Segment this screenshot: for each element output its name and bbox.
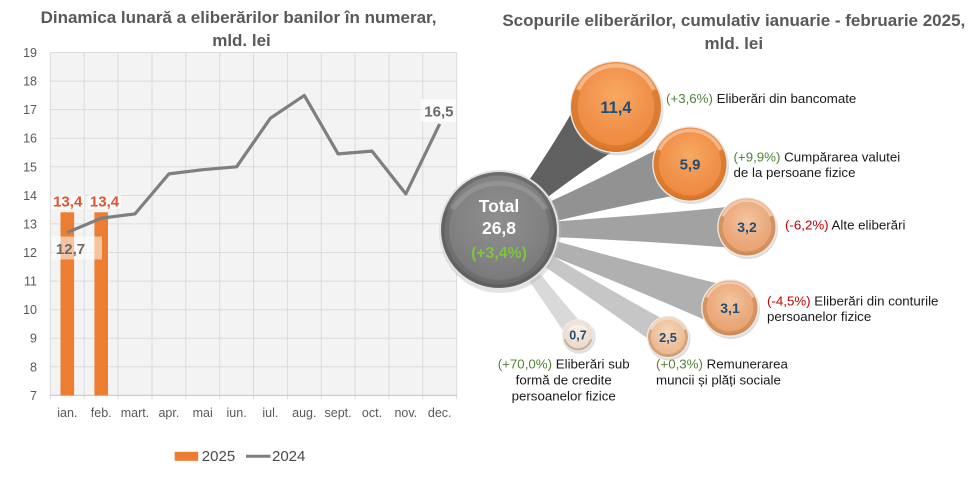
svg-text:mld. lei: mld. lei — [212, 31, 271, 50]
svg-text:ian.: ian. — [57, 406, 77, 420]
svg-text:3,1: 3,1 — [720, 300, 740, 316]
svg-text:(+0,3%) Remunerarea: (+0,3%) Remunerarea — [656, 357, 789, 372]
svg-text:9: 9 — [30, 332, 37, 346]
svg-text:mld. lei: mld. lei — [705, 34, 764, 53]
svg-text:iun.: iun. — [227, 406, 247, 420]
svg-text:persoanelor fizice: persoanelor fizice — [512, 389, 616, 404]
svg-text:de la persoane fizice: de la persoane fizice — [734, 165, 856, 180]
svg-text:16: 16 — [23, 132, 37, 146]
svg-text:11: 11 — [24, 275, 37, 289]
svg-text:(-4,5%) Eliberări din conturil: (-4,5%) Eliberări din conturile — [767, 294, 938, 309]
svg-text:16,5: 16,5 — [424, 104, 453, 121]
svg-text:sept.: sept. — [325, 406, 352, 420]
svg-text:Dinamica lunară a eliberărilor: Dinamica lunară a eliberărilor banilor î… — [41, 8, 437, 27]
svg-text:14: 14 — [23, 189, 37, 203]
svg-text:(+9,9%) Cumpărarea valutei: (+9,9%) Cumpărarea valutei — [734, 150, 901, 165]
svg-text:7: 7 — [30, 389, 37, 403]
svg-text:feb.: feb. — [91, 406, 112, 420]
svg-text:5,9: 5,9 — [680, 157, 701, 174]
svg-text:12: 12 — [23, 246, 37, 260]
svg-text:13,4: 13,4 — [53, 194, 83, 211]
svg-text:15: 15 — [23, 160, 37, 174]
svg-text:nov.: nov. — [394, 406, 417, 420]
svg-text:11,4: 11,4 — [600, 99, 632, 117]
svg-text:Total: Total — [479, 196, 520, 216]
svg-text:(+3,6%) Eliberări din bancomat: (+3,6%) Eliberări din bancomate — [666, 91, 856, 106]
svg-text:iul.: iul. — [262, 406, 278, 420]
svg-text:2,5: 2,5 — [659, 330, 677, 345]
svg-text:oct.: oct. — [362, 406, 382, 420]
svg-text:mart.: mart. — [121, 406, 149, 420]
svg-text:19: 19 — [23, 46, 37, 60]
svg-text:17: 17 — [23, 103, 37, 117]
svg-text:apr.: apr. — [158, 406, 179, 420]
svg-text:(+70,0%) Eliberări sub: (+70,0%) Eliberări sub — [498, 357, 630, 372]
svg-text:Scopurile eliberărilor, cumula: Scopurile eliberărilor, cumulativ ianuar… — [502, 11, 965, 30]
svg-text:13,4: 13,4 — [90, 194, 120, 211]
svg-text:18: 18 — [23, 75, 37, 89]
svg-text:(+3,4%): (+3,4%) — [471, 245, 527, 262]
svg-text:aug.: aug. — [292, 406, 316, 420]
svg-text:0,7: 0,7 — [569, 329, 586, 343]
svg-text:3,2: 3,2 — [737, 219, 757, 235]
svg-text:8: 8 — [30, 360, 37, 374]
svg-text:dec.: dec. — [428, 406, 452, 420]
svg-text:13: 13 — [23, 217, 37, 231]
svg-text:2024: 2024 — [272, 448, 305, 465]
svg-text:(-6,2%) Alte eliberări: (-6,2%) Alte eliberări — [785, 218, 906, 233]
svg-text:muncii și plăți sociale: muncii și plăți sociale — [656, 373, 781, 388]
svg-text:26,8: 26,8 — [482, 218, 516, 238]
svg-text:12,7: 12,7 — [56, 241, 85, 258]
svg-text:2025: 2025 — [202, 448, 235, 465]
svg-text:10: 10 — [23, 303, 37, 317]
svg-text:mai: mai — [193, 406, 213, 420]
svg-text:formă de credite: formă de credite — [516, 373, 612, 388]
svg-text:persoanelor fizice: persoanelor fizice — [767, 309, 871, 324]
